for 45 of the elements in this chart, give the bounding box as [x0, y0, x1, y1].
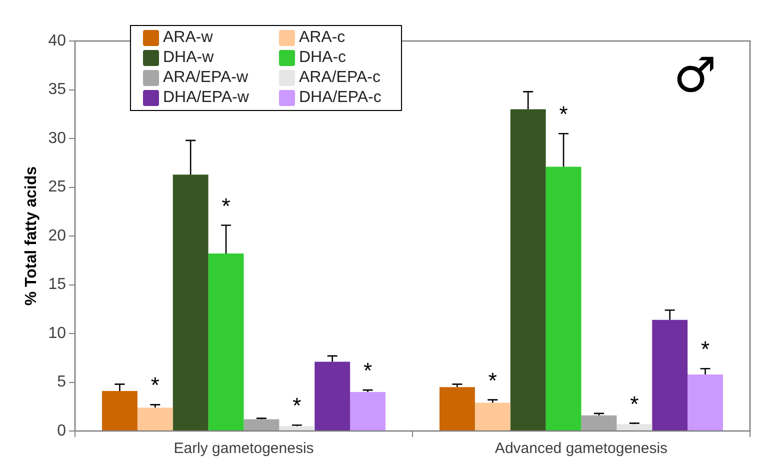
y-tick-label: 5 — [57, 374, 66, 391]
bar — [137, 408, 173, 430]
annotation: * — [701, 336, 710, 362]
bar — [102, 391, 138, 430]
annotation: * — [364, 358, 372, 384]
bar — [474, 402, 510, 430]
bar — [616, 424, 652, 430]
x-tick-label: Advanced gametogenesis — [494, 440, 668, 458]
y-tick-label: 25 — [48, 178, 66, 196]
y-tick-label: 0 — [57, 422, 66, 440]
y-axis-title: % Total fatty acids — [23, 166, 40, 306]
annotation: * — [150, 372, 160, 398]
legend-label: ARA/EPA-c — [298, 69, 380, 87]
bar — [440, 387, 475, 430]
bar — [279, 426, 315, 430]
bar — [546, 166, 582, 430]
legend-label: DHA/EPA-w — [163, 89, 249, 107]
y-tick-label: 30 — [48, 130, 66, 147]
annotation: * — [630, 391, 640, 416]
bar — [350, 392, 386, 430]
bar — [581, 415, 617, 430]
annotation: ♂ — [673, 47, 717, 104]
annotation: * — [222, 193, 231, 218]
annotation: * — [292, 393, 302, 418]
y-tick-label: 35 — [48, 81, 66, 98]
legend-label: DHA/EPA-c — [298, 89, 382, 107]
bar — [244, 419, 280, 430]
y-tick-label: 15 — [48, 276, 66, 294]
legend-label: DHA-c — [298, 49, 346, 67]
bar — [510, 109, 546, 430]
legend-label: ARA/EPA-w — [163, 69, 248, 87]
bar — [172, 174, 208, 430]
legend-label: ARA-c — [298, 29, 346, 47]
bar — [652, 320, 688, 430]
bar — [208, 254, 244, 430]
bar — [314, 362, 350, 430]
legend-label: ARA-w — [163, 29, 213, 47]
annotation: * — [559, 102, 568, 127]
y-tick-label: 10 — [48, 324, 66, 342]
legend-label: DHA-w — [163, 49, 214, 67]
y-tick-label: 20 — [48, 227, 66, 244]
x-tick-label: Early gametogenesis — [174, 440, 314, 458]
annotation: * — [488, 368, 498, 393]
bar — [688, 374, 723, 430]
y-tick-label: 40 — [48, 32, 66, 50]
